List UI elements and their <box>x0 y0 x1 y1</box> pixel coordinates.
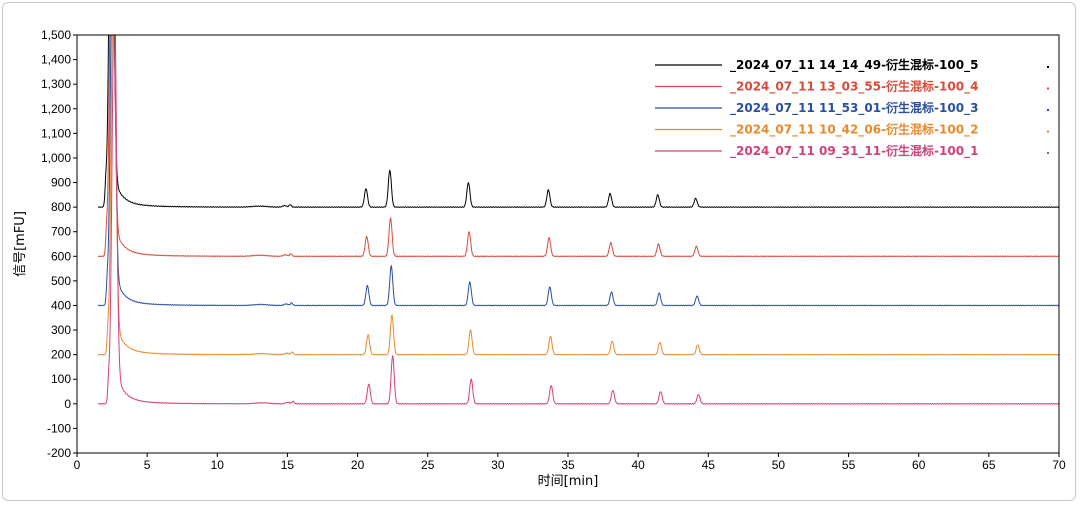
x-tick-label: 20 <box>351 458 365 472</box>
x-tick-label: 50 <box>772 458 786 472</box>
x-tick-label: 30 <box>491 458 505 472</box>
legend-marker <box>1047 152 1049 154</box>
y-tick-label: 500 <box>51 274 71 288</box>
legend-entry: _2024_07_11 13_03_55-衍生混标-100_4 <box>730 79 978 95</box>
series-line <box>97 35 1059 405</box>
y-tick-label: 1,100 <box>41 126 71 140</box>
series-line <box>97 35 1059 356</box>
legend-marker <box>1047 66 1049 68</box>
y-tick-label: -100 <box>47 421 71 435</box>
series-line <box>97 35 1059 307</box>
legend-marker <box>1047 87 1049 90</box>
y-tick-label: 200 <box>51 348 71 362</box>
legend-marker <box>1047 130 1049 133</box>
x-axis-title: 时间[min] <box>538 474 599 489</box>
x-tick-label: 70 <box>1052 458 1066 472</box>
x-tick-label: 35 <box>561 458 575 472</box>
y-tick-label: 700 <box>51 225 71 239</box>
y-tick-label: 1,000 <box>41 151 71 165</box>
y-tick-label: 800 <box>51 200 71 214</box>
x-tick-label: 15 <box>281 458 295 472</box>
traces-group <box>97 35 1059 405</box>
x-tick-label: 10 <box>211 458 225 472</box>
series-line <box>97 35 1059 258</box>
x-tick-label: 0 <box>74 458 81 472</box>
y-tick-label: 1,300 <box>41 77 71 91</box>
legend-entry: _2024_07_11 14_14_49-衍生混标-100_5 <box>730 57 978 73</box>
legend: _2024_07_11 14_14_49-衍生混标-100_5 _2024_07_… <box>655 57 1049 159</box>
series-line <box>97 35 1059 208</box>
y-tick-label: 100 <box>51 372 71 386</box>
x-axis: 0 5 10 15 20 25 30 35 40 45 50 55 60 65 70 <box>74 453 1066 472</box>
y-axis: -200 -100 0 100 200 300 400 500 600 700 800 900 1,00… <box>41 28 77 460</box>
x-tick-label: 55 <box>842 458 856 472</box>
y-tick-label: 1,500 <box>41 28 71 42</box>
x-tick-label: 40 <box>631 458 645 472</box>
legend-marker <box>1047 109 1049 111</box>
x-tick-label: 5 <box>144 458 151 472</box>
y-tick-label: -200 <box>47 446 71 460</box>
y-tick-label: 400 <box>51 298 71 312</box>
plot-area-border <box>76 34 1060 454</box>
y-tick-label: 1,200 <box>41 102 71 116</box>
y-tick-label: 300 <box>51 323 71 337</box>
legend-entry: _2024_07_11 09_31_11-衍生混标-100_1 <box>730 143 978 159</box>
legend-entry: _2024_07_11 10_42_06-衍生混标-100_2 <box>730 122 978 138</box>
x-tick-label: 65 <box>982 458 996 472</box>
x-tick-label: 45 <box>702 458 716 472</box>
x-tick-label: 25 <box>421 458 435 472</box>
y-tick-label: 900 <box>51 176 71 190</box>
y-tick-label: 1,400 <box>41 53 71 67</box>
x-tick-label: 60 <box>912 458 926 472</box>
legend-entry: _2024_07_11 11_53_01-衍生混标-100_3 <box>730 100 978 116</box>
y-tick-label: 600 <box>51 249 71 263</box>
y-axis-title: 信号[mFU] <box>13 211 28 277</box>
y-tick-label: 0 <box>64 397 71 411</box>
